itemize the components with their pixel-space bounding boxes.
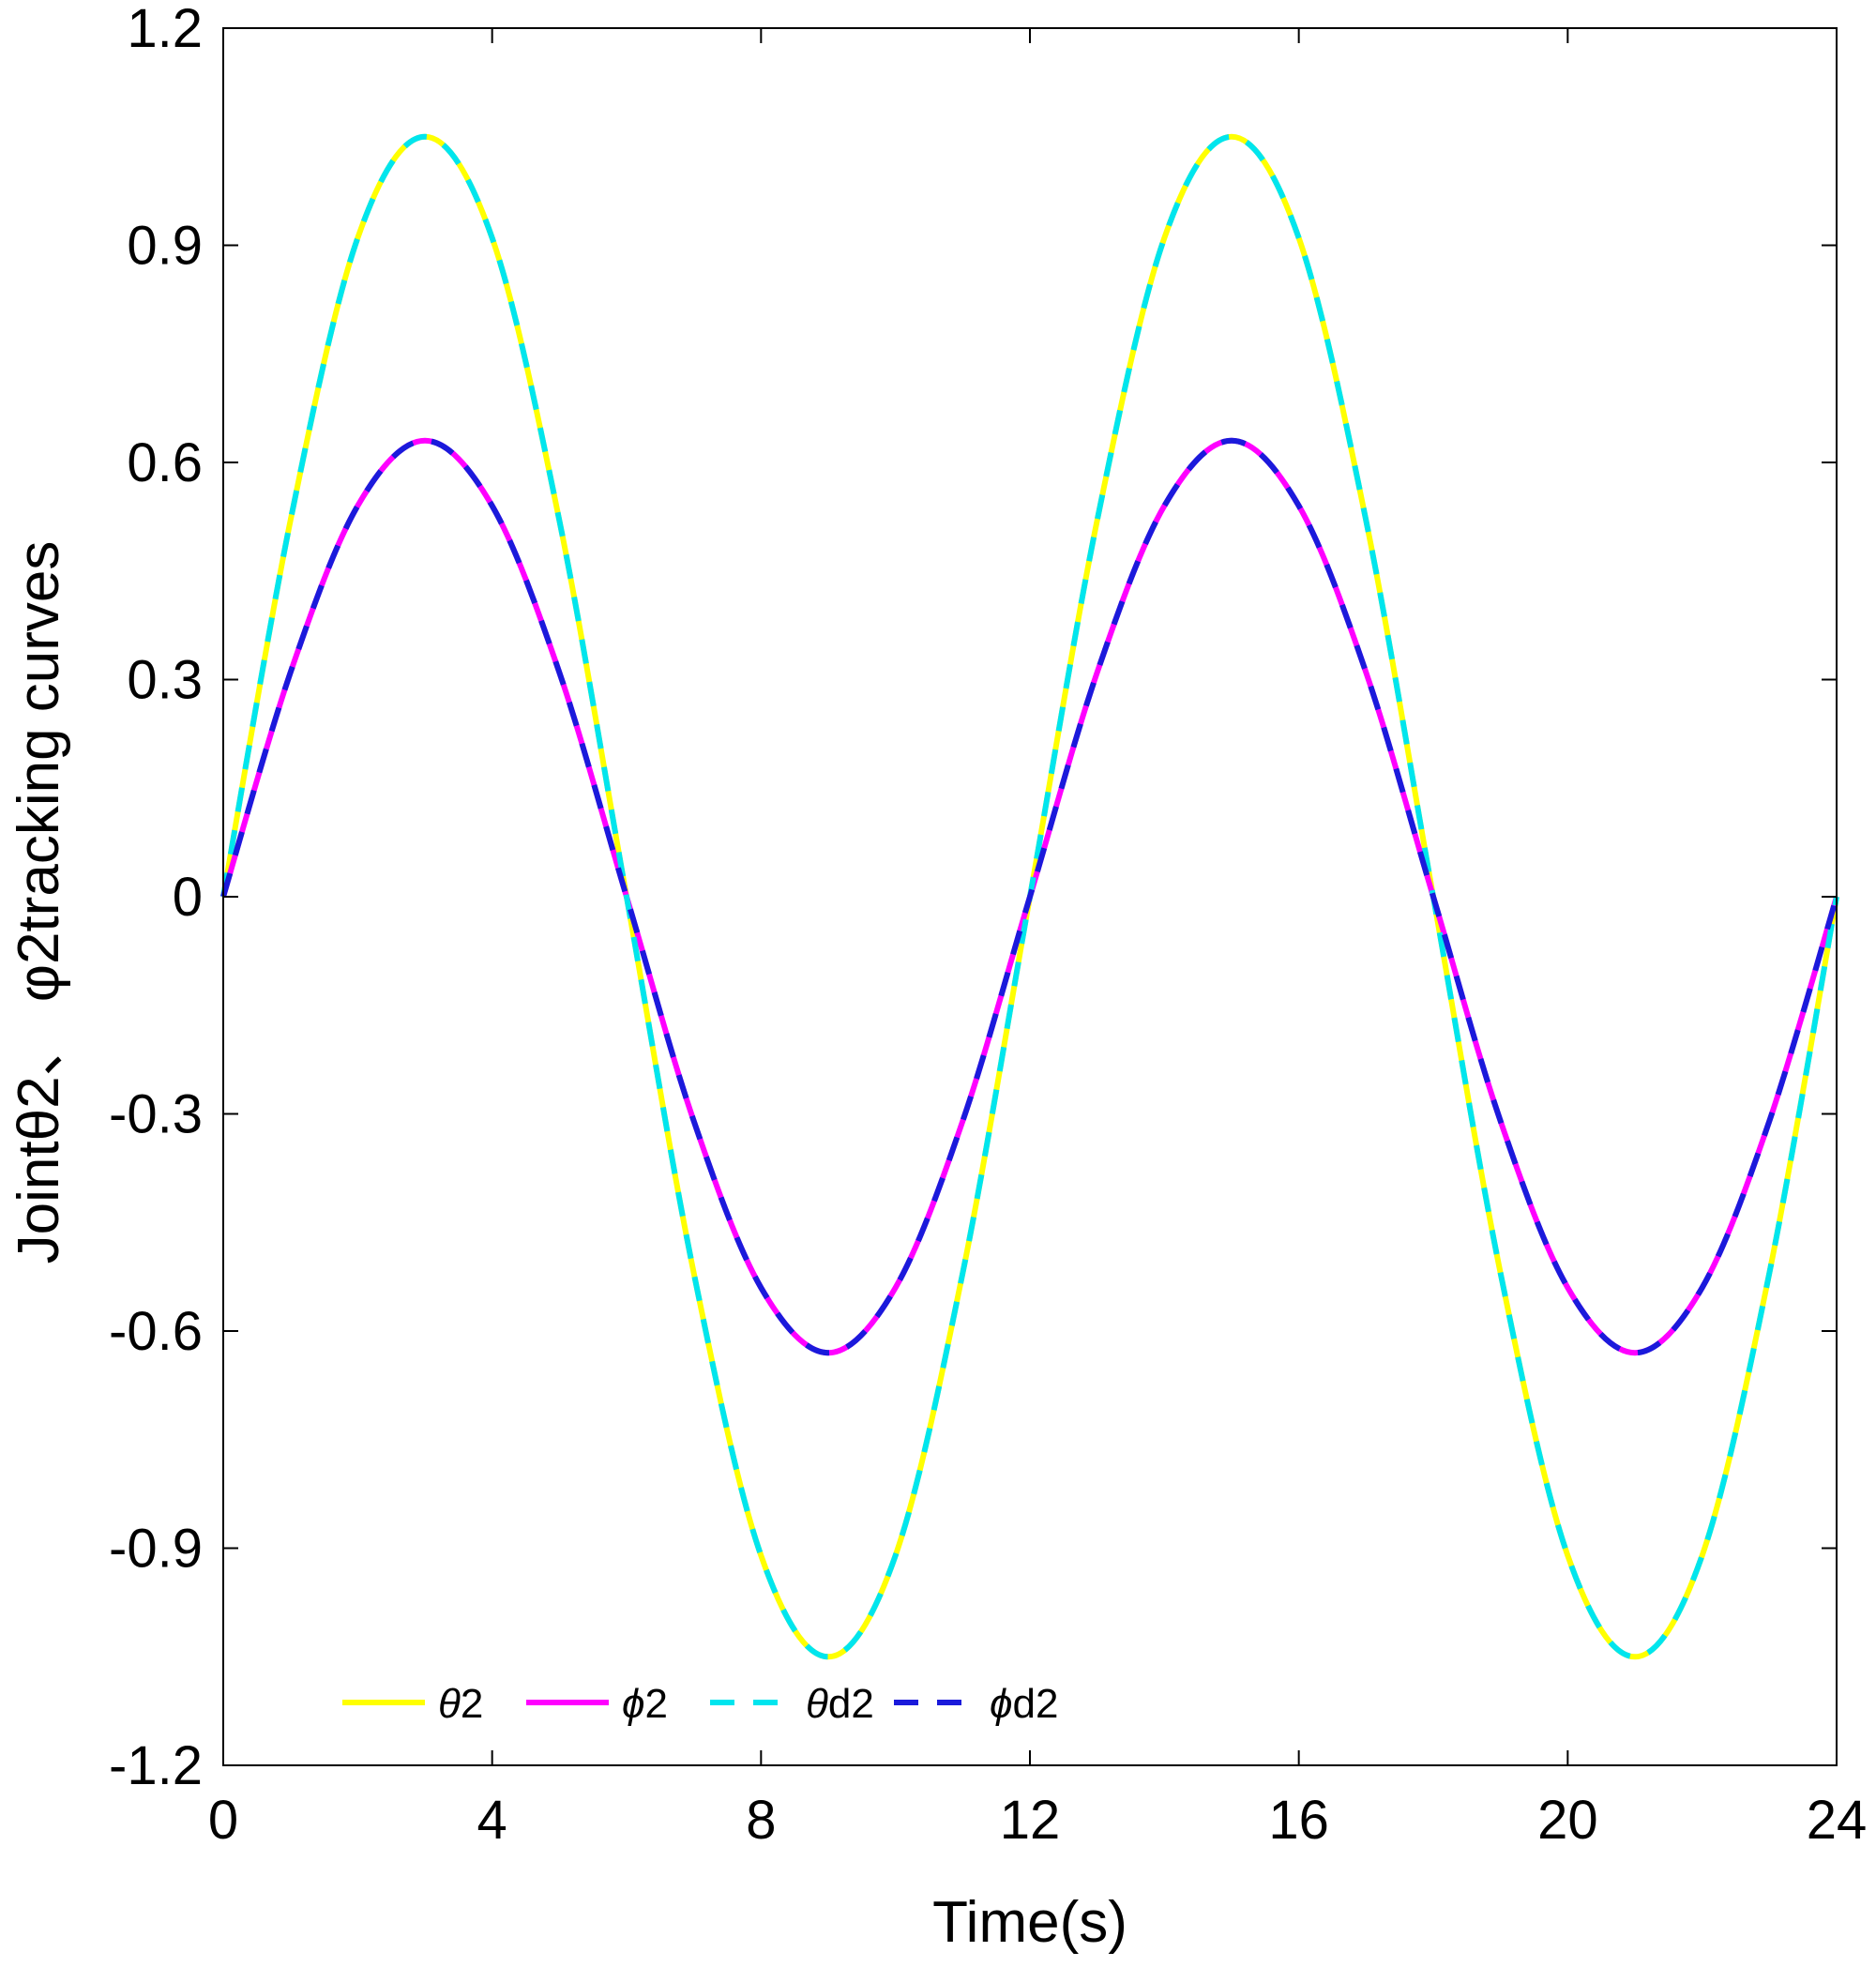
- x-tick-label: 16: [1268, 1790, 1329, 1851]
- x-tick-label: 20: [1537, 1790, 1598, 1851]
- y-tick-label: 0.3: [127, 650, 203, 711]
- y-tick-label: -1.2: [109, 1735, 203, 1796]
- x-axis-title: Time(s): [932, 1890, 1127, 1955]
- x-tick-label: 12: [1000, 1790, 1061, 1851]
- series-layer: [220, 133, 1839, 1660]
- x-tick-label: 24: [1807, 1790, 1868, 1851]
- legend-label-3: ϕd2: [990, 1681, 1058, 1727]
- legend-label-1: ϕ2: [622, 1681, 668, 1727]
- y-tick-label: 0.6: [127, 432, 203, 493]
- legend-label-2: θd2: [806, 1681, 874, 1727]
- x-tick-label: 0: [208, 1790, 238, 1851]
- y-tick-label: -0.3: [109, 1084, 203, 1145]
- y-tick-label: 1.2: [127, 0, 203, 59]
- series-line-3: [220, 437, 1839, 1356]
- y-tick-label: 0.9: [127, 216, 203, 277]
- y-axis-title: Jointθ2、 φ2tracking curves: [7, 541, 71, 1264]
- legend-label-0: θ2: [438, 1681, 483, 1727]
- y-tick-label: 0: [173, 867, 203, 928]
- x-tick-label: 8: [746, 1790, 776, 1851]
- legend: θ2 ϕ2 θd2 ϕd2: [342, 1681, 1058, 1727]
- y-tick-label: -0.6: [109, 1301, 203, 1362]
- y-tick-label: -0.9: [109, 1519, 203, 1580]
- x-tick-label: 4: [477, 1790, 507, 1851]
- axes: 0 4 8 12 16 20 24 -1.2 -0.9 -0.6 -0.3 0 0.3 0.6 0.9 1.2: [109, 0, 1867, 1851]
